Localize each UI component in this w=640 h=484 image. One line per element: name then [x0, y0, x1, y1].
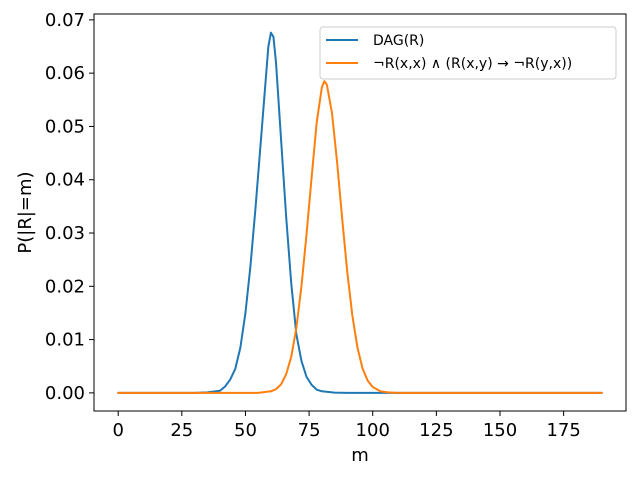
- y-tick-label: 0.06: [45, 63, 85, 84]
- x-tick-label: 50: [234, 420, 257, 441]
- y-tick-label: 0.04: [45, 170, 85, 191]
- x-tick-label: 0: [112, 420, 123, 441]
- y-tick-label: 0.02: [45, 276, 85, 297]
- x-tick-label: 125: [419, 420, 453, 441]
- series-layer: [117, 31, 603, 394]
- legend-box: [319, 26, 617, 80]
- y-tick-label: 0.07: [45, 10, 85, 31]
- series-line-1: [117, 80, 603, 394]
- x-tick-label: 25: [170, 420, 193, 441]
- x-axis-label: m: [351, 445, 369, 466]
- y-axis-label: P(|R|=m): [15, 171, 36, 253]
- y-tick-label: 0.03: [45, 223, 85, 244]
- series-line-0: [117, 31, 603, 394]
- legend: DAG(R) ¬R(x,x) ∧ (R(x,y) → ¬R(y,x)): [319, 26, 617, 80]
- legend-label-dag: DAG(R): [373, 33, 424, 49]
- axes-frame: [93, 13, 627, 412]
- y-tick-label: 0.05: [45, 116, 85, 137]
- y-tick-label: 0.00: [45, 383, 85, 404]
- x-tick-label: 150: [483, 420, 517, 441]
- x-tick-label: 75: [298, 420, 321, 441]
- legend-label-asymmetric: ¬R(x,x) ∧ (R(x,y) → ¬R(y,x)): [373, 56, 572, 72]
- x-tick-label: 100: [356, 420, 390, 441]
- y-tick-label: 0.01: [45, 330, 85, 351]
- x-tick-label: 175: [546, 420, 580, 441]
- y-axis: 0.00 0.01 0.02 0.03 0.04 0.05 0.06 0.07: [45, 10, 94, 404]
- x-axis: 0 25 50 75 100 125 150 175: [112, 411, 581, 441]
